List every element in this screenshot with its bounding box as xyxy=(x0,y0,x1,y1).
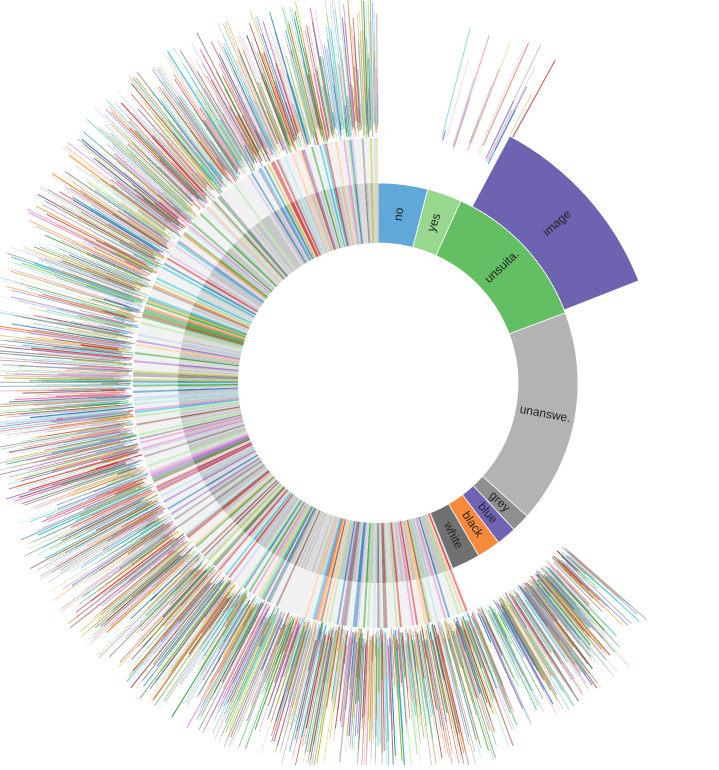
middle-thin-slice[interactable] xyxy=(133,383,178,385)
outer-thin-slice[interactable] xyxy=(380,636,381,744)
outer-thin-slice[interactable] xyxy=(453,77,474,145)
outer-thin-slice[interactable] xyxy=(122,321,125,322)
inner-slice-label: no xyxy=(391,206,407,221)
outer-thin-slice[interactable] xyxy=(117,408,124,409)
outer-thin-slice[interactable] xyxy=(447,59,469,138)
outer-thin-slice[interactable] xyxy=(454,35,490,146)
outer-thin-slice[interactable] xyxy=(468,69,500,151)
inner-ring-layer xyxy=(178,183,578,583)
outer-thin-slice[interactable] xyxy=(372,635,373,661)
outer-thin-slice[interactable] xyxy=(442,28,470,138)
outer-thin-slice[interactable] xyxy=(44,381,117,382)
middle-thin-slice[interactable] xyxy=(377,583,379,628)
outer-thin-slice[interactable] xyxy=(374,635,375,740)
outer-thin-slice[interactable] xyxy=(382,642,383,681)
outer-thin-slice[interactable] xyxy=(144,582,213,665)
outer-thin-slice[interactable] xyxy=(146,509,147,510)
outer-thin-slice[interactable] xyxy=(111,391,127,392)
